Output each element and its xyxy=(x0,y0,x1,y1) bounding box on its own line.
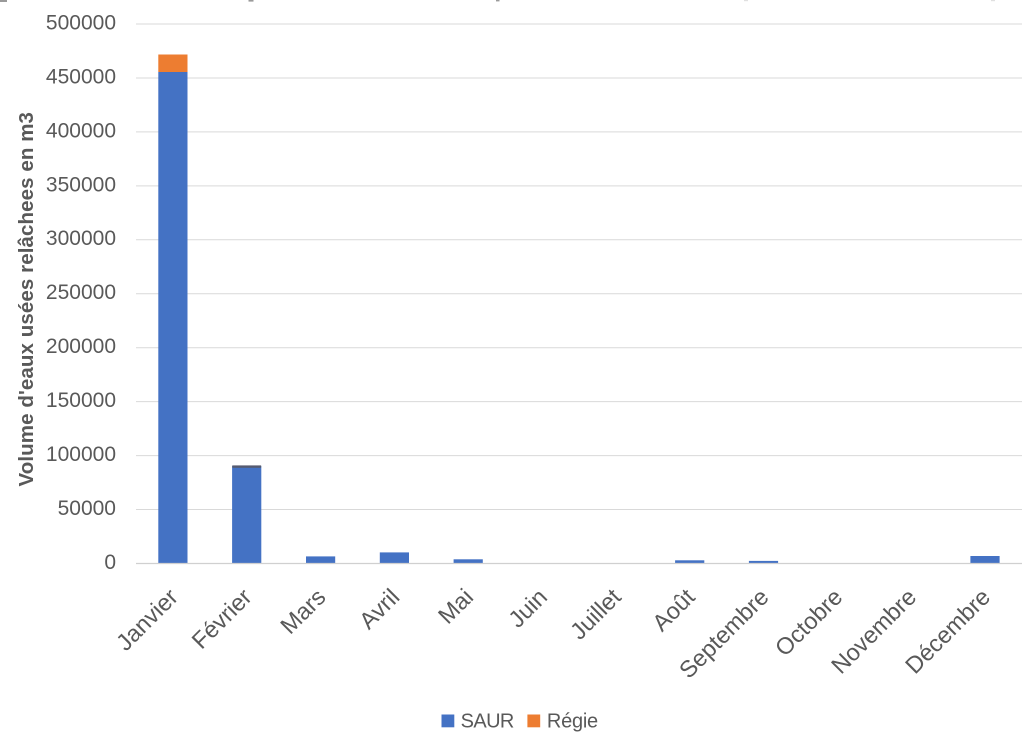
svg-text:200000: 200000 xyxy=(46,335,116,358)
svg-text:Février: Février xyxy=(187,584,257,654)
svg-text:Avril: Avril xyxy=(354,584,404,634)
svg-text:Volume d'eaux usées relâchees: Volume d'eaux usées relâchees en m3 xyxy=(15,112,38,487)
svg-text:Mai: Mai xyxy=(433,584,478,629)
svg-text:SAUR: SAUR xyxy=(461,710,514,732)
svg-text:0: 0 xyxy=(104,551,116,574)
svg-text:Régie: Régie xyxy=(547,710,598,732)
svg-text:400000: 400000 xyxy=(46,119,116,142)
svg-text:Janvier: Janvier xyxy=(111,584,183,656)
svg-text:250000: 250000 xyxy=(46,281,116,304)
svg-text:350000: 350000 xyxy=(46,173,116,196)
svg-text:Juillet: Juillet xyxy=(565,583,626,644)
svg-text:100000: 100000 xyxy=(46,443,116,466)
svg-text:500000: 500000 xyxy=(46,11,116,34)
svg-text:150000: 150000 xyxy=(46,389,116,412)
svg-text:Mars: Mars xyxy=(275,584,330,639)
svg-text:450000: 450000 xyxy=(46,65,116,88)
svg-text:Juin: Juin xyxy=(503,584,552,633)
svg-text:300000: 300000 xyxy=(46,227,116,250)
svg-text:Août: Août xyxy=(647,583,700,636)
svg-text:50000: 50000 xyxy=(58,497,116,520)
